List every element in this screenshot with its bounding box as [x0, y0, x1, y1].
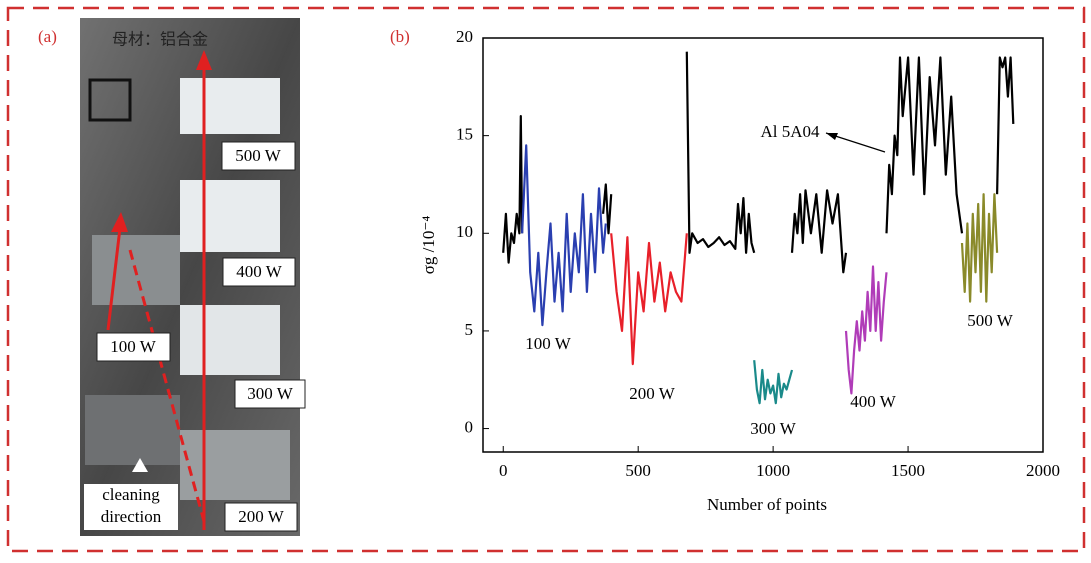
- series-label: 300 W: [750, 419, 796, 438]
- series-line: [521, 144, 607, 327]
- direction-marker: [132, 458, 148, 472]
- arrow-head: [111, 212, 128, 232]
- annotation-arrow-head: [826, 133, 838, 140]
- photo-header: 母材：铝合金: [112, 30, 208, 49]
- label-box: [222, 257, 296, 287]
- power-label: 200 W: [238, 507, 284, 526]
- series-line: [960, 193, 999, 303]
- direction-label: direction: [101, 507, 162, 526]
- y-tick-label: 20: [456, 27, 473, 46]
- label-box: [96, 332, 171, 362]
- marker-square: [88, 78, 132, 122]
- photo-panel: (a) 母材：铝合金 500 W 400 W 100 W 300 W 200 W…: [38, 18, 306, 536]
- y-axis-label: σg /10⁻⁴: [419, 216, 438, 275]
- series-line: [610, 233, 688, 366]
- patch: [180, 305, 280, 375]
- y-tick-label: 5: [465, 320, 474, 339]
- label-box: [234, 379, 306, 409]
- power-label: 300 W: [247, 384, 293, 403]
- y-tick-label: 0: [465, 417, 474, 436]
- y-tick-label: 15: [456, 125, 473, 144]
- x-axis-label: Number of points: [707, 495, 827, 514]
- x-tick-label: 1000: [756, 461, 790, 480]
- patch: [180, 430, 290, 500]
- series-label: 100 W: [525, 334, 571, 353]
- series-line: [502, 51, 1015, 274]
- x-tick-label: 500: [625, 461, 651, 480]
- power-label: 100 W: [110, 337, 156, 356]
- series-line: [844, 265, 888, 395]
- arrow: [106, 227, 122, 331]
- label-box: [84, 484, 178, 530]
- label-box: [221, 141, 296, 171]
- series-label: 400 W: [850, 392, 896, 411]
- plot-frame: [482, 37, 1044, 453]
- series-line: [753, 360, 794, 405]
- frame: [6, 6, 1086, 553]
- x-tick-label: 0: [499, 461, 508, 480]
- direction-label: cleaning: [102, 485, 160, 504]
- power-label: 400 W: [236, 262, 282, 281]
- panel-label: (b): [390, 27, 410, 46]
- x-tick-label: 1500: [891, 461, 925, 480]
- y-tick-label: 10: [456, 222, 473, 241]
- panel-label: (a): [38, 27, 57, 46]
- patch: [85, 395, 180, 465]
- series-label: Al 5A04: [760, 122, 820, 141]
- series-label: 200 W: [629, 384, 675, 403]
- patch: [180, 180, 280, 252]
- label-box: [224, 502, 298, 532]
- arrow-head: [196, 50, 212, 70]
- x-tick-label: 2000: [1026, 461, 1060, 480]
- series-label: 500 W: [967, 311, 1013, 330]
- power-label: 500 W: [235, 146, 281, 165]
- patch: [180, 78, 280, 134]
